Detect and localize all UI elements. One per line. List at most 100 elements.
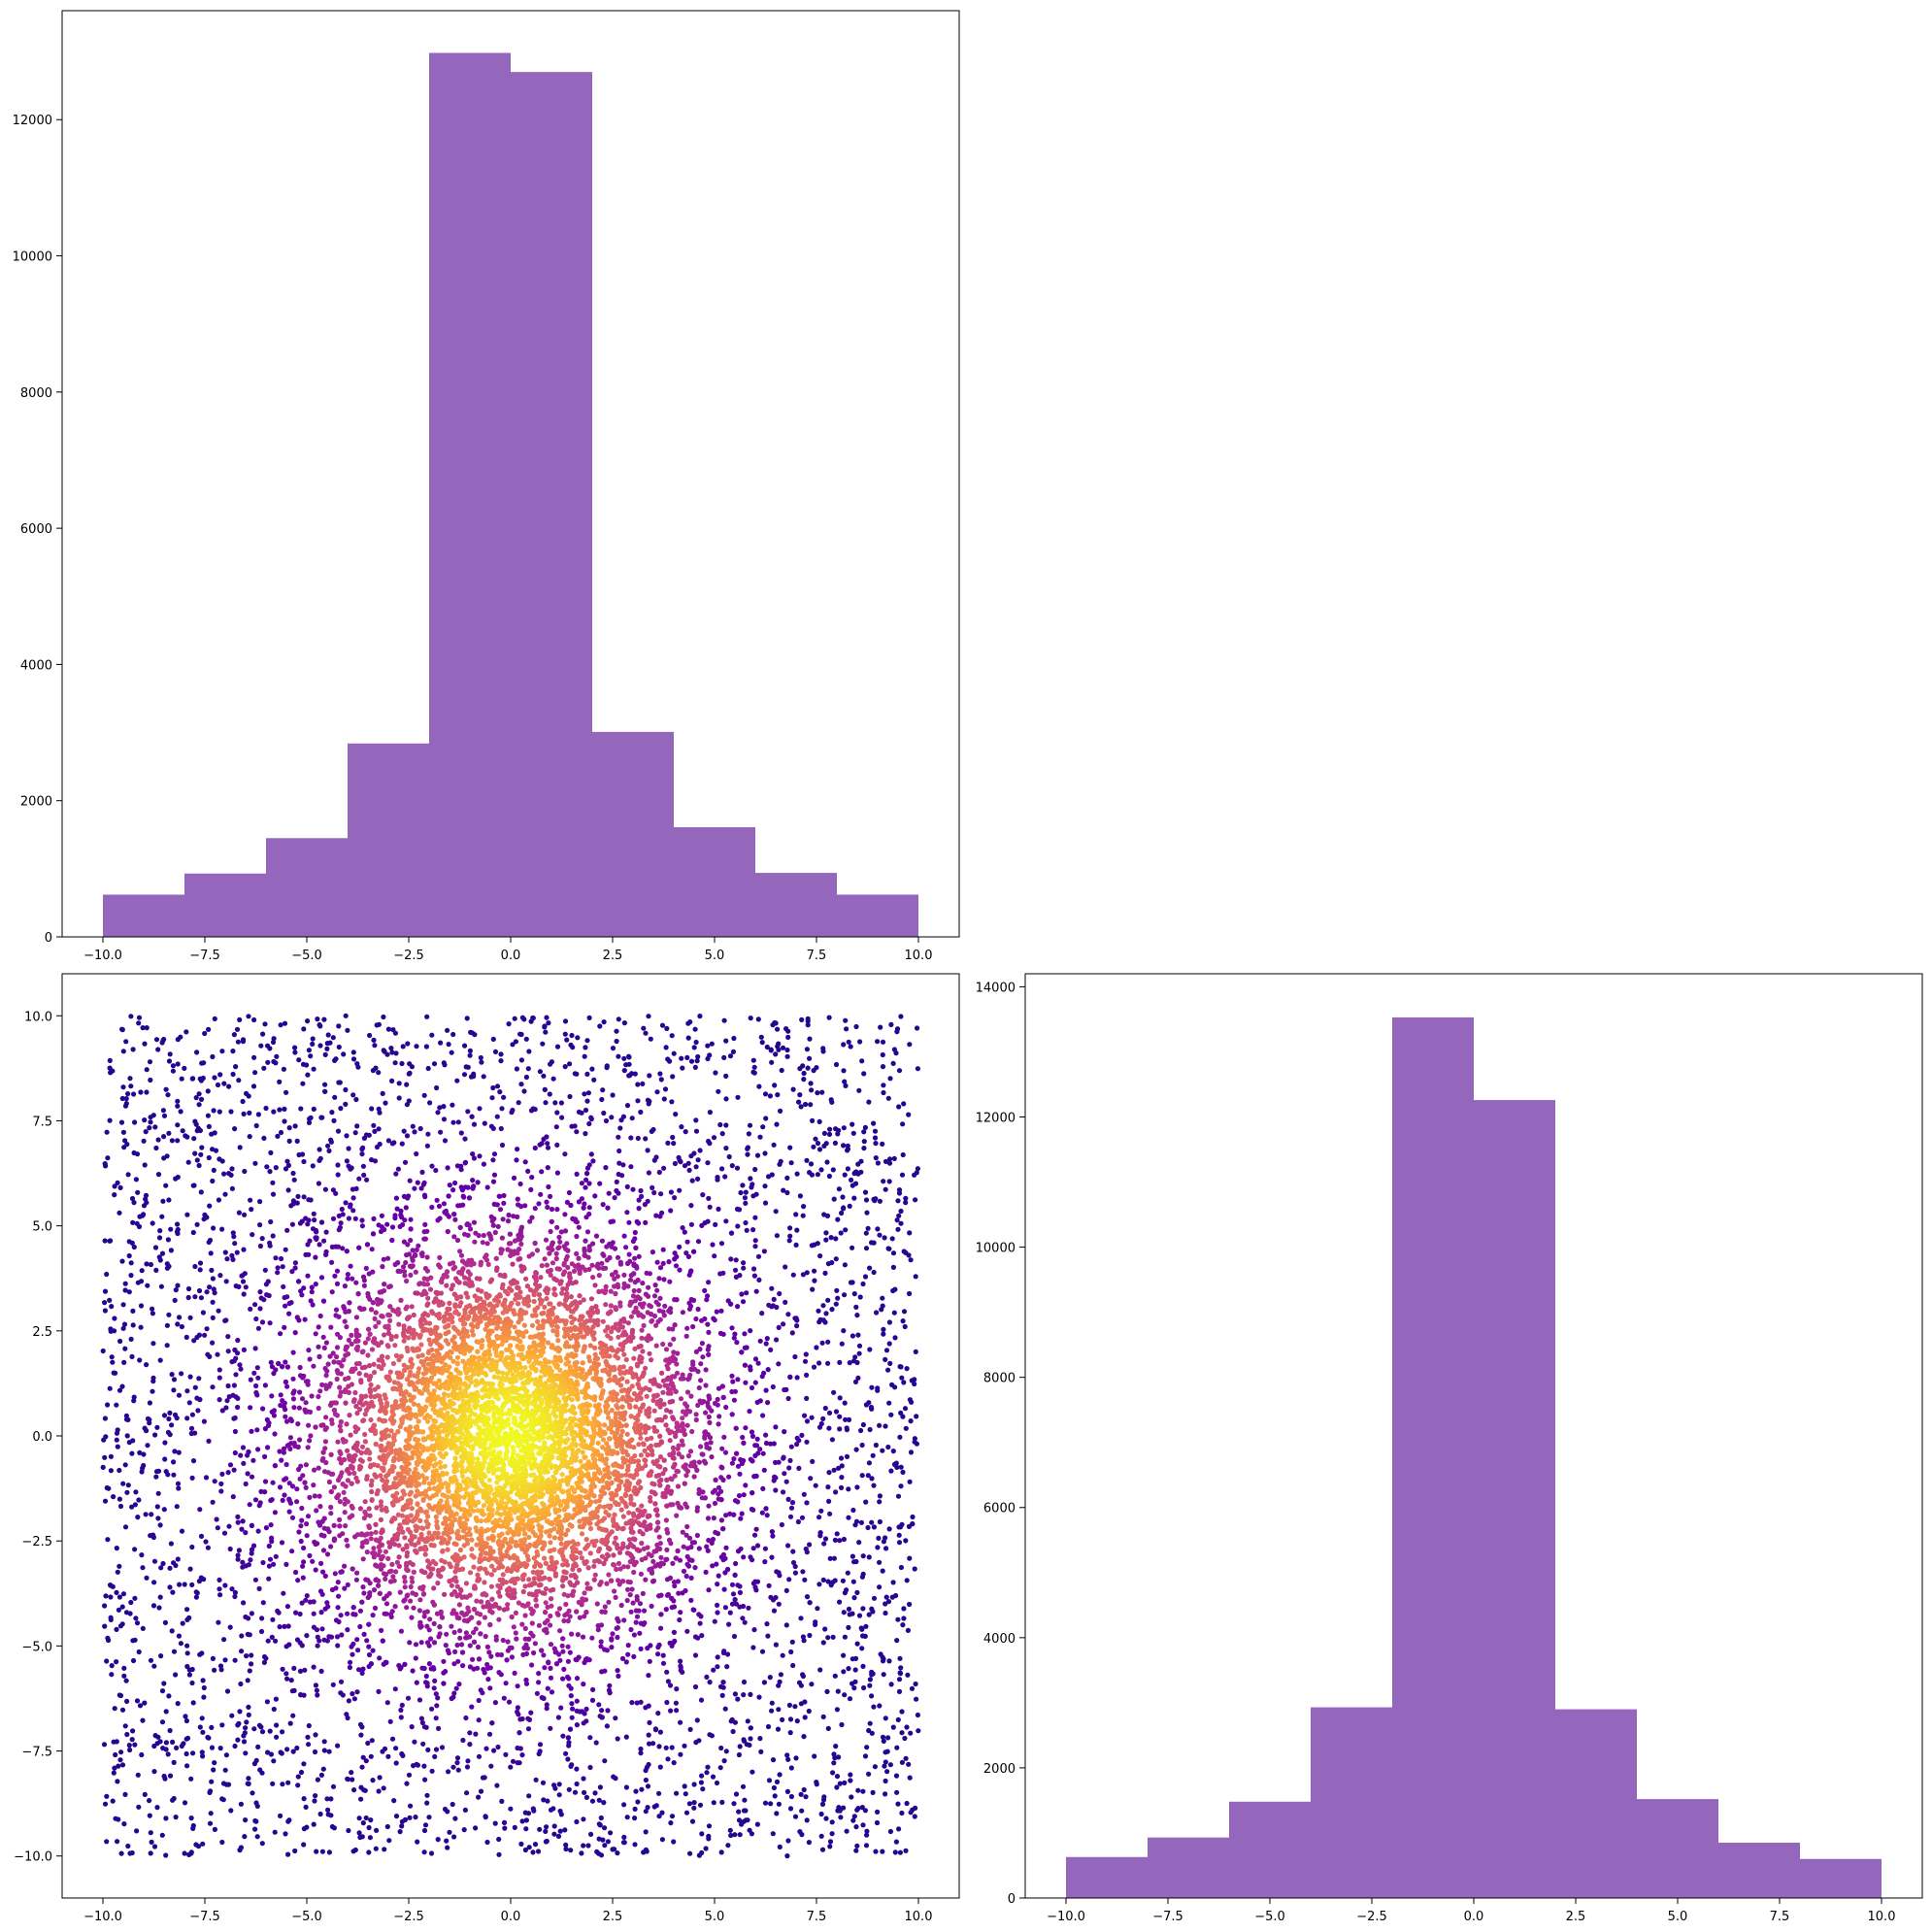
scatter-point [906,1112,912,1117]
scatter-point [168,1248,174,1253]
scatter-point [315,1541,320,1547]
scatter-point [430,1665,436,1671]
scatter-point [549,1242,555,1248]
scatter-point [481,1232,486,1239]
scatter-point [377,1655,383,1661]
scatter-point [569,1701,575,1707]
scatter-point [219,1408,225,1414]
scatter-point [335,1605,341,1611]
scatter-point [162,1440,168,1446]
scatter-point [105,1155,111,1161]
scatter-point [485,1677,491,1682]
scatter-point [294,1138,300,1144]
scatter-point [152,1245,159,1250]
scatter-point [647,1073,652,1079]
scatter-point [437,1105,443,1111]
scatter-point [353,1280,359,1285]
scatter-point [682,1481,687,1486]
scatter-point [259,1841,265,1847]
scatter-point [323,1415,329,1420]
scatter-point [825,1261,832,1267]
scatter-point [276,1360,282,1367]
scatter-point [558,1100,565,1106]
scatter-point [633,1788,639,1794]
scatter-point [898,1564,905,1571]
scatter-point [367,1032,373,1039]
scatter-point [528,1018,534,1024]
scatter-point [364,1638,370,1644]
scatter-point [688,1153,694,1159]
scatter-point [281,1283,286,1289]
scatter-point [784,1047,790,1053]
scatter-point [666,1326,672,1332]
scatter-point [518,1204,524,1210]
scatter-point [900,1622,906,1628]
scatter-point [647,1719,652,1725]
scatter-point [894,1217,900,1223]
scatter-point [703,1382,709,1388]
scatter-point [697,1014,703,1019]
scatter-point [656,1276,662,1282]
scatter-point [817,1253,823,1259]
scatter-point [583,1184,588,1190]
scatter-point [373,1323,379,1329]
scatter-point [322,1573,328,1579]
scatter-point [270,1191,277,1197]
scatter-point [153,1037,160,1043]
scatter-point [694,1467,700,1473]
scatter-point [615,1668,620,1674]
scatter-point [431,1685,437,1691]
scatter-point [235,1514,241,1519]
scatter-point [461,1827,467,1833]
scatter-point [281,1446,287,1451]
scatter-point [661,1313,667,1318]
scatter-point [249,1522,254,1528]
scatter-point [785,1034,791,1040]
scatter-point [336,1023,342,1029]
scatter-point [855,1332,861,1338]
scatter-point [345,1351,351,1357]
scatter-point [672,1195,678,1201]
scatter-point [842,1172,848,1178]
scatter-point [576,1654,582,1660]
scatter-point [888,1412,894,1417]
scatter-point [839,1463,845,1469]
scatter-point [248,1306,253,1312]
scatter-point [760,1413,766,1418]
scatter-point [441,1201,447,1207]
scatter-point [505,1639,511,1645]
histogram-bar [837,894,918,937]
scatter-point [887,1156,893,1162]
scatter-point [487,1665,493,1671]
scatter-point [685,1253,692,1259]
scatter-point [609,1115,615,1120]
scatter-point [730,1379,736,1384]
scatter-point [769,1285,775,1291]
scatter-point [279,1750,284,1756]
scatter-point [896,1190,903,1196]
scatter-point [840,1206,847,1212]
scatter-point [170,1068,176,1074]
scatter-point [209,1724,215,1730]
scatter-point [244,1653,250,1659]
scatter-point [596,1821,602,1827]
scatter-point [350,1513,355,1518]
scatter-point [163,1815,169,1821]
scatter-point [371,1122,377,1128]
scatter-point [264,1699,270,1705]
scatter-point [798,1104,804,1110]
scatter-point [837,1599,843,1605]
scatter-point [837,1538,843,1544]
scatter-point [470,1185,476,1191]
scatter-point [314,1849,319,1854]
scatter-point [298,1538,304,1545]
scatter-point [913,1681,918,1687]
scatter-point [362,1340,368,1346]
scatter-point [217,1367,222,1373]
scatter-point [554,1170,561,1176]
scatter-point [546,1020,551,1026]
scatter-point [100,1464,106,1470]
scatter-point [522,1810,528,1815]
scatter-point [729,1163,735,1169]
scatter-point [383,1659,389,1665]
